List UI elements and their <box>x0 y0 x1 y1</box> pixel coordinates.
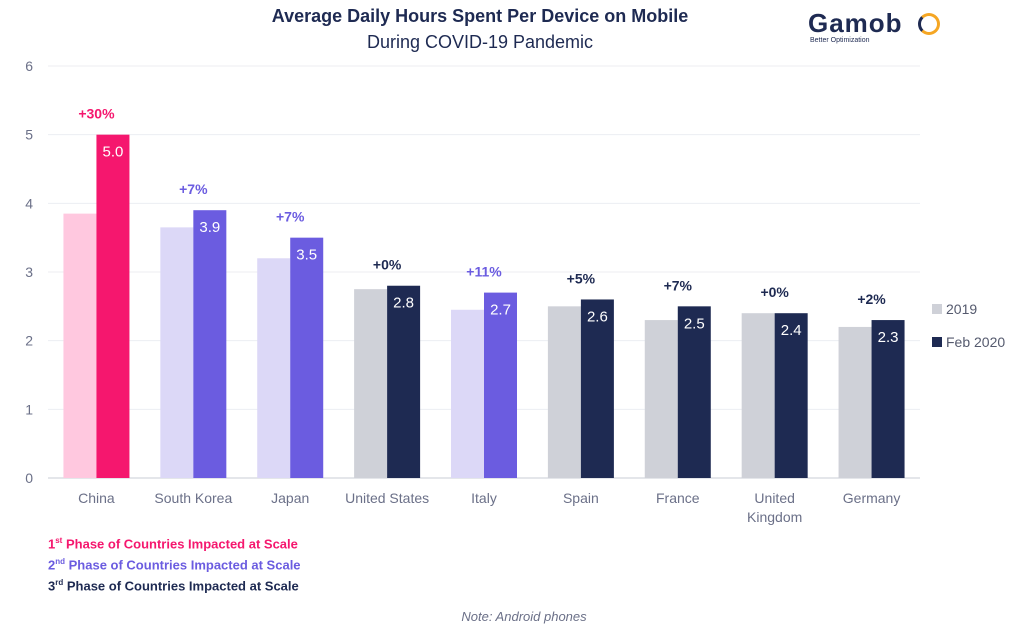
bar-2019 <box>451 309 484 478</box>
y-tick-label: 0 <box>25 470 33 486</box>
x-tick-label: China <box>78 490 115 506</box>
change-label: +0% <box>373 257 402 273</box>
data-label: 5.0 <box>103 144 124 161</box>
bar-2019 <box>63 213 97 478</box>
y-tick-label: 3 <box>25 264 33 280</box>
bar-feb-2020 <box>484 292 517 478</box>
data-label: 2.6 <box>587 308 608 325</box>
y-tick-label: 1 <box>25 401 33 417</box>
x-tick-label: Spain <box>563 490 599 506</box>
y-tick-label: 6 <box>25 58 33 74</box>
change-label: +5% <box>567 270 596 286</box>
data-label: 2.5 <box>684 315 705 332</box>
x-tick-label: United <box>754 490 794 506</box>
y-tick-label: 2 <box>25 333 33 349</box>
bar-feb-2020 <box>677 306 711 478</box>
bar-2019 <box>838 326 872 478</box>
bar-2019 <box>741 313 775 478</box>
footnote: Note: Android phones <box>461 609 587 624</box>
logo-wordmark: Gamob <box>808 8 903 38</box>
x-tick-label: United States <box>345 490 429 506</box>
legend-swatch-feb-2020 <box>932 337 942 347</box>
brand-logo: Gamob Better Optimization <box>808 8 948 48</box>
bar-feb-2020 <box>774 313 808 478</box>
x-tick-label: Germany <box>843 490 901 506</box>
change-label: +2% <box>857 291 886 307</box>
legend-item-feb-2020: Feb 2020 <box>932 331 1005 353</box>
bar-2019 <box>547 306 581 478</box>
data-label: 2.4 <box>781 322 802 339</box>
data-label: 3.5 <box>296 247 317 264</box>
change-label: +11% <box>466 264 502 280</box>
chart-subtitle: During COVID-19 Pandemic <box>366 32 594 52</box>
y-tick-label: 4 <box>25 195 33 211</box>
legend-item-2019: 2019 <box>932 298 1005 320</box>
change-label: +7% <box>664 277 693 293</box>
chart-title: Average Daily Hours Spent Per Device on … <box>271 6 689 26</box>
legend-label-2019: 2019 <box>946 301 978 317</box>
data-label: 2.8 <box>393 295 414 312</box>
x-tick-label: Italy <box>471 490 497 506</box>
legend-label-feb-2020: Feb 2020 <box>946 334 1006 350</box>
y-tick-label: 5 <box>25 127 33 143</box>
bar-feb-2020 <box>96 134 130 478</box>
bar-2019 <box>257 258 291 478</box>
bar-feb-2020 <box>387 285 421 478</box>
change-label: +0% <box>760 284 789 300</box>
x-tick-label: South Korea <box>154 490 232 506</box>
phase-3-label: 3rd Phase of Countries Impacted at Scale <box>48 578 299 594</box>
data-label: 3.9 <box>199 219 220 236</box>
x-tick-label: France <box>656 490 700 506</box>
legend-swatch-2019 <box>932 304 942 314</box>
legend: 2019 Feb 2020 <box>932 298 1005 364</box>
bar-2019 <box>644 320 678 478</box>
x-tick-label: Japan <box>271 490 309 506</box>
data-label: 2.3 <box>878 329 899 346</box>
bar-feb-2020 <box>290 237 324 478</box>
bar-2019 <box>354 289 388 478</box>
logo-tagline: Better Optimization <box>810 37 870 44</box>
bar-feb-2020 <box>871 320 905 478</box>
x-tick-label: Kingdom <box>747 509 802 525</box>
phase-key: 1st Phase of Countries Impacted at Scale… <box>48 530 301 593</box>
change-label: +7% <box>276 209 305 225</box>
bar-2019 <box>160 227 194 478</box>
change-label: +7% <box>179 181 208 197</box>
phase-2-label: 2nd Phase of Countries Impacted at Scale <box>48 557 301 573</box>
logo-ring-icon <box>918 13 940 35</box>
bar-feb-2020 <box>193 210 227 478</box>
bar-feb-2020 <box>580 299 614 478</box>
phase-1-label: 1st Phase of Countries Impacted at Scale <box>48 536 298 552</box>
change-label: +30% <box>78 106 115 122</box>
data-label: 2.7 <box>490 302 511 319</box>
